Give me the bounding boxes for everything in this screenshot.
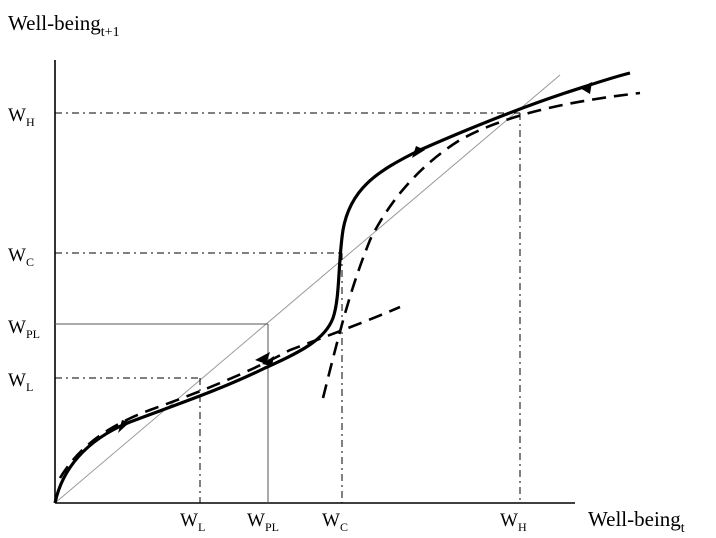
dashed-steep-curve — [321, 91, 641, 399]
solid-transition-curve — [53, 71, 631, 504]
dashed-low-regime-curve — [58, 305, 401, 479]
arrow-mid-down — [255, 352, 270, 364]
x-tick-wpl: WPL — [247, 510, 279, 534]
y-tick-wh: WH — [8, 105, 35, 129]
x-tick-wc: WC — [322, 510, 348, 534]
arrow-low-up — [118, 420, 130, 433]
dashed-curves — [58, 91, 641, 479]
arrow-mid-down-2 — [262, 356, 274, 366]
diagonal-45-line — [54, 74, 561, 504]
y-axis-title: Well-beingt+1 — [8, 11, 120, 40]
direction-arrows — [118, 82, 592, 433]
guide-lines — [55, 112, 521, 503]
x-axis-title: Well-beingt — [588, 507, 685, 536]
arrow-high-up — [412, 146, 425, 158]
arrow-top-down — [580, 82, 592, 94]
y-tick-wl: WL — [8, 370, 33, 394]
x-tick-wl: WL — [180, 510, 205, 534]
x-tick-wh: WH — [500, 510, 527, 534]
y-tick-wc: WC — [8, 245, 34, 269]
y-tick-wpl: WPL — [8, 317, 40, 341]
